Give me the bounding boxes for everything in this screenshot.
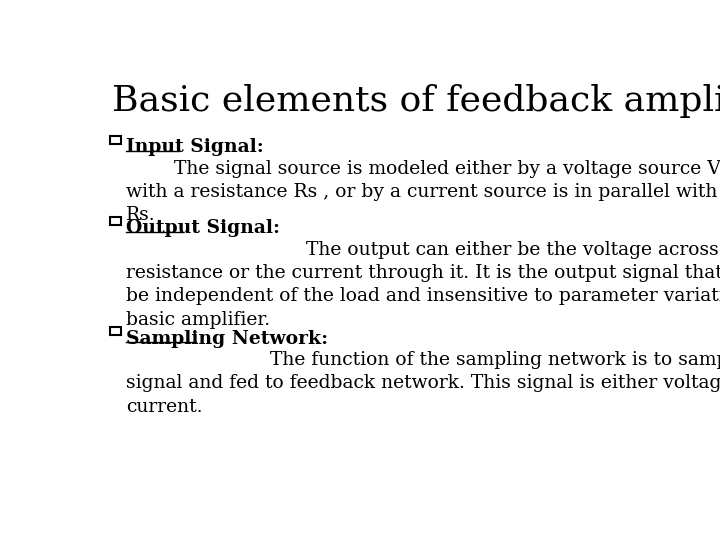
Text: Output Signal:: Output Signal: <box>126 219 280 238</box>
Text: Input Signal:: Input Signal: <box>126 138 264 157</box>
Bar <box>110 217 120 225</box>
Bar <box>110 327 120 335</box>
Text: The function of the sampling network is to sample the output
signal and fed to f: The function of the sampling network is … <box>126 351 720 415</box>
Bar <box>110 136 120 144</box>
Text: The output can either be the voltage across the load
resistance or the current t: The output can either be the voltage acr… <box>126 241 720 329</box>
Text: Sampling Network:: Sampling Network: <box>126 329 328 348</box>
Text: Basic elements of feedback amplifier:: Basic elements of feedback amplifier: <box>112 84 720 118</box>
Text: The signal source is modeled either by a voltage source Vs in series
with a resi: The signal source is modeled either by a… <box>126 160 720 224</box>
